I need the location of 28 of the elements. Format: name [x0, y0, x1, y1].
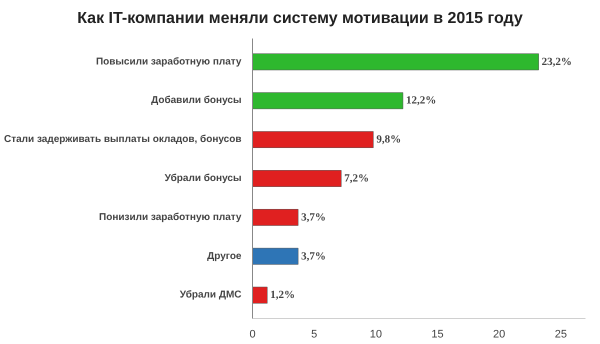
chart-title: Как IT-компании меняли систему мотивации в 2015 году: [77, 9, 523, 29]
y-tick-label: Понизили заработную плату: [99, 212, 242, 223]
data-label: 3,7%: [301, 250, 326, 262]
y-tick-label: Повысили заработную плату: [96, 56, 242, 68]
data-label: 7,2%: [344, 172, 370, 184]
data-label: 12,2%: [406, 94, 436, 107]
y-tick-label: Другое: [207, 250, 242, 262]
bar: [252, 92, 404, 110]
bar: [252, 248, 298, 265]
y-tick-label: Добавили бонусы: [151, 95, 242, 106]
bar: [252, 208, 298, 226]
x-tick-label: 5: [311, 328, 318, 340]
bar: [252, 286, 268, 304]
bar: [252, 170, 342, 187]
bar: [252, 53, 539, 70]
data-label: 3,7%: [301, 211, 326, 224]
x-tick-label: 15: [431, 328, 444, 340]
x-tick-label: 10: [370, 328, 382, 340]
y-tick-label: Стали задерживать выплаты окладов, бонусов: [4, 134, 242, 146]
x-tick-label: 25: [554, 328, 567, 340]
data-label: 23,2%: [542, 56, 572, 68]
bar: [252, 131, 374, 148]
x-tick-label: 20: [493, 328, 506, 340]
y-tick-label: Убрали бонусы: [164, 173, 242, 184]
data-label: 1,2%: [270, 289, 296, 302]
x-tick-label: 0: [249, 328, 256, 340]
y-tick-label: Убрали ДМС: [180, 290, 242, 301]
data-label: 9,8%: [376, 134, 402, 146]
